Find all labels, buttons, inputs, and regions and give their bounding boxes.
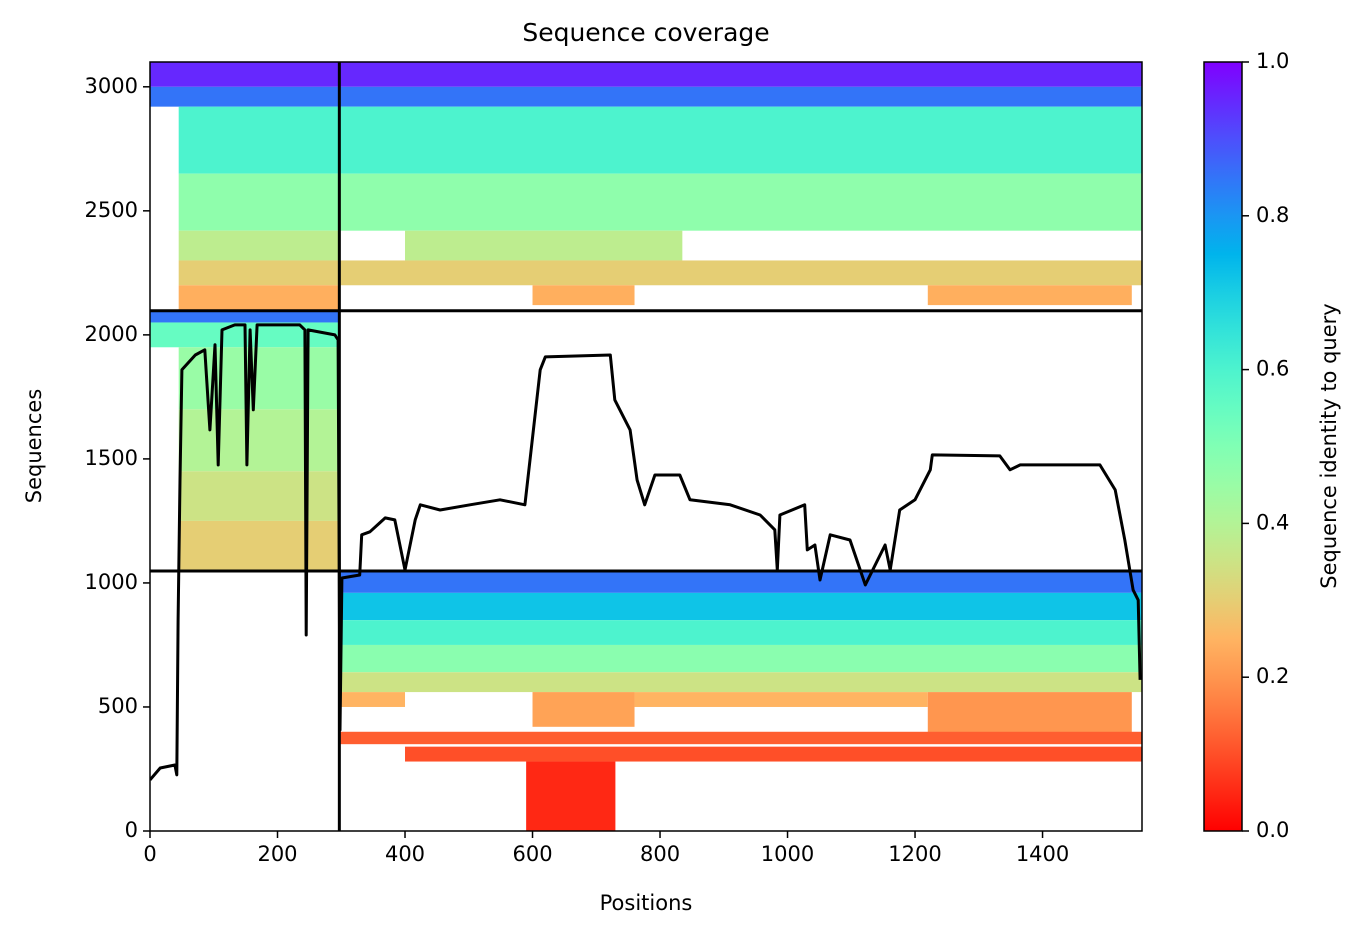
coverage-cell — [634, 692, 928, 707]
coverage-cell — [178, 409, 340, 472]
coverage-cell — [178, 520, 340, 572]
coverage-cell — [339, 672, 1142, 693]
plot-frame — [149, 61, 1143, 832]
coverage-cell — [150, 86, 1142, 107]
coverage-cell — [339, 731, 1142, 745]
coverage-cell — [532, 285, 635, 306]
colorbar-tick-label: 1.0 — [1256, 49, 1289, 73]
y-tick-label: 3000 — [85, 74, 138, 98]
colorbar-tick-label: 0.2 — [1256, 664, 1289, 688]
coverage-cell — [339, 644, 1142, 673]
x-tick-label: 1000 — [761, 842, 814, 866]
coverage-cell — [339, 571, 1142, 593]
coverage-cell — [150, 310, 340, 323]
coverage-cell — [178, 260, 1142, 286]
y-axis-label: Sequences — [22, 389, 46, 504]
coverage-cell — [405, 230, 683, 261]
x-tick-label: 1400 — [1016, 842, 1069, 866]
y-tick-label: 0 — [125, 818, 138, 842]
colorbar-tick-label: 0.4 — [1256, 510, 1289, 534]
x-tick-label: 600 — [512, 842, 552, 866]
y-tick-label: 2500 — [85, 198, 138, 222]
y-tick-label: 500 — [98, 694, 138, 718]
colorbar-tick-label: 0.8 — [1256, 203, 1289, 227]
coverage-cell — [178, 347, 340, 410]
coverage-cell — [339, 592, 1142, 621]
coverage-cell — [927, 285, 1132, 306]
coverage-cell — [526, 761, 616, 831]
y-tick-label: 1500 — [85, 446, 138, 470]
overlay — [150, 62, 1142, 831]
x-tick-label: 1200 — [888, 842, 941, 866]
coverage-cell — [178, 471, 340, 521]
y-tick-label: 2000 — [85, 322, 138, 346]
coverage-cell — [339, 692, 406, 707]
coverage-cell — [178, 106, 1142, 174]
y-tick-label: 1000 — [85, 570, 138, 594]
colorbar — [1203, 61, 1243, 832]
colorbar-tick-label: 0.0 — [1256, 818, 1289, 842]
coverage-cell — [178, 173, 1142, 231]
coverage-cell — [532, 692, 635, 727]
coverage-cell — [927, 692, 1132, 735]
coverage-cell — [405, 746, 1142, 762]
coverage-cell — [178, 285, 340, 311]
coverage-line — [150, 323, 1142, 781]
coverage-cell — [150, 62, 1142, 87]
x-tick-label: 200 — [257, 842, 297, 866]
x-tick-label: 800 — [640, 842, 680, 866]
x-tick-label: 400 — [385, 842, 425, 866]
chart-title: Sequence coverage — [522, 18, 769, 47]
x-axis-label: Positions — [600, 891, 693, 915]
colorbar-label: Sequence identity to query — [1317, 303, 1341, 588]
x-tick-label: 0 — [143, 842, 156, 866]
colorbar-tick-label: 0.6 — [1256, 357, 1289, 381]
coverage-cell — [339, 620, 1142, 645]
heatmap — [150, 62, 1142, 831]
coverage-cell — [178, 230, 340, 261]
